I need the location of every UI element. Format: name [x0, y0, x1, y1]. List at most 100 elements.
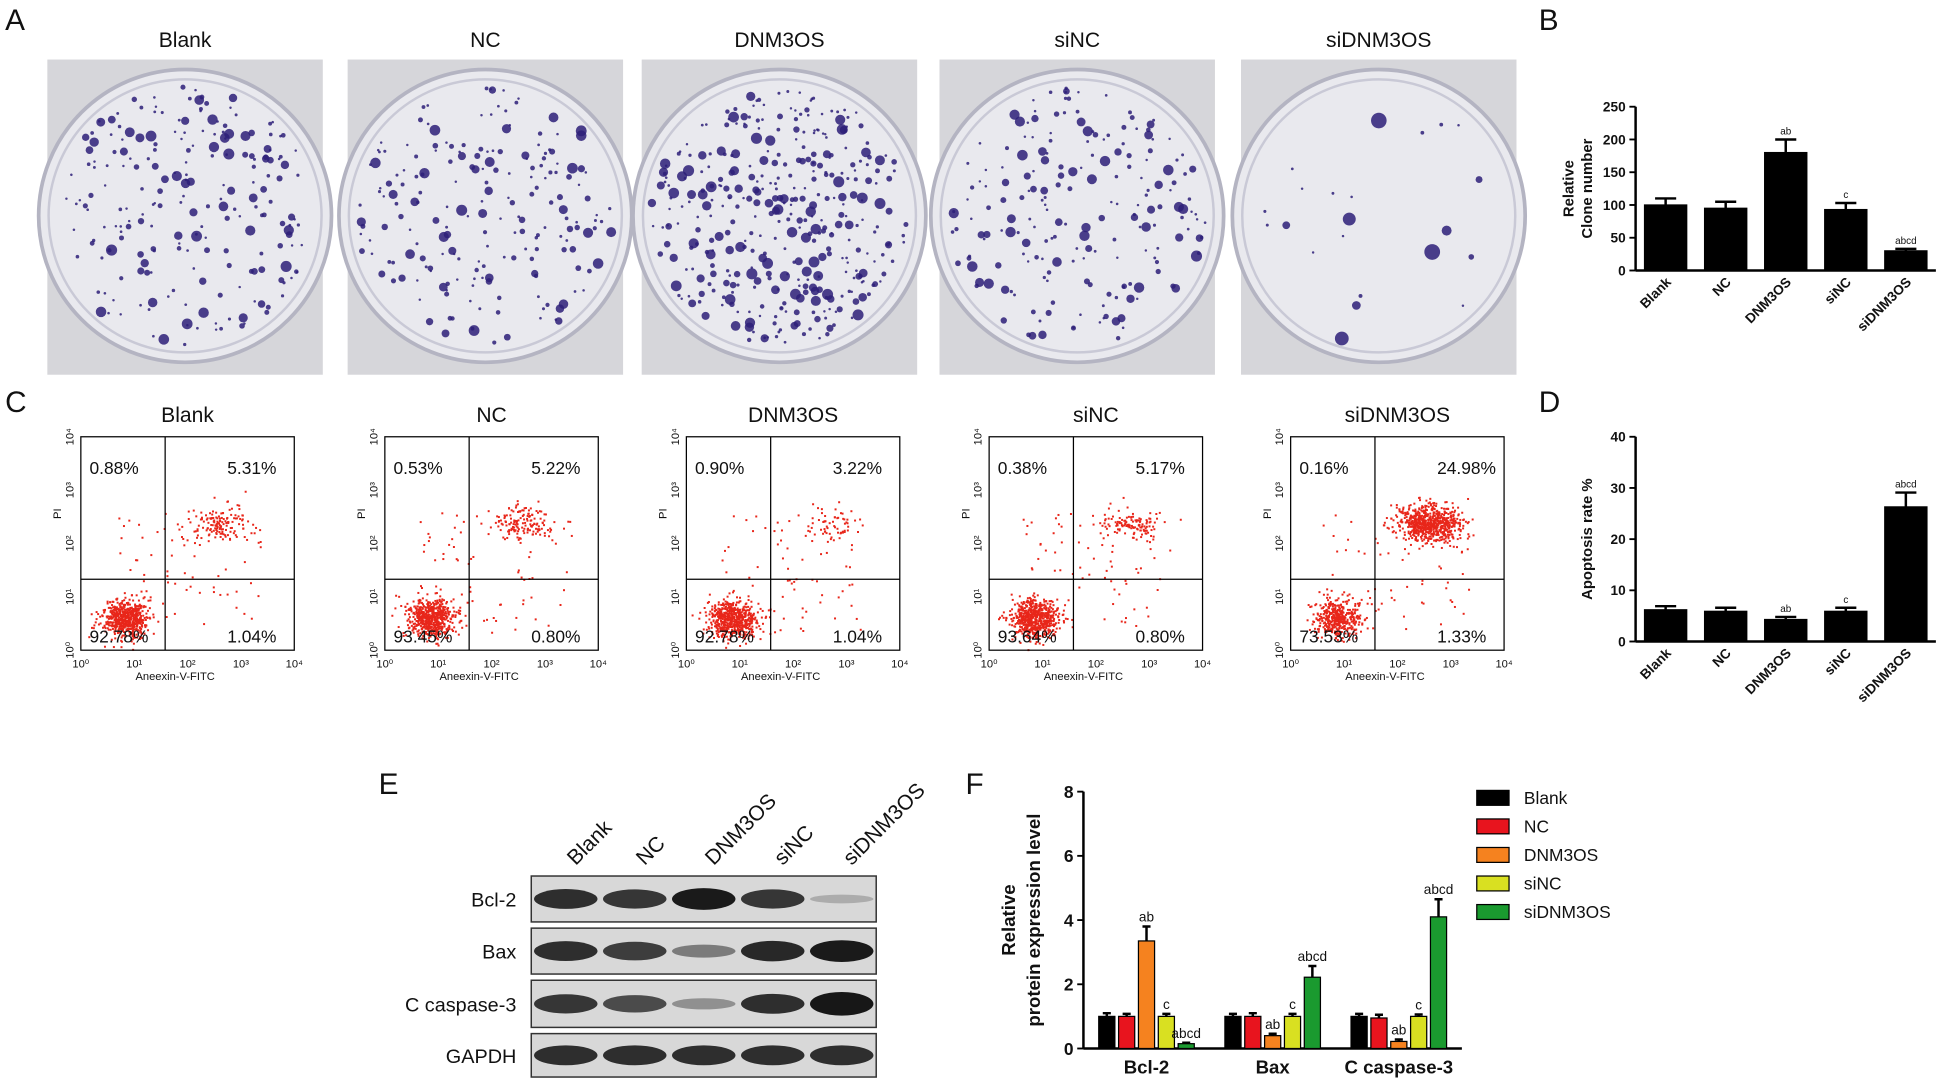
- event-dot: [724, 629, 727, 632]
- event-dot: [125, 623, 128, 626]
- colony: [822, 225, 828, 231]
- event-dot: [140, 631, 143, 634]
- event-dot: [1420, 509, 1423, 512]
- colony: [509, 200, 516, 206]
- colony: [1064, 222, 1068, 226]
- event-dot: [226, 593, 229, 596]
- event-dot: [410, 610, 413, 613]
- event-dot: [854, 519, 857, 522]
- colony: [664, 164, 668, 167]
- event-dot: [748, 611, 751, 614]
- event-dot: [1020, 630, 1023, 633]
- colony: [391, 260, 395, 265]
- event-dot: [752, 530, 755, 533]
- event-dot: [773, 530, 776, 533]
- colony: [670, 280, 682, 292]
- event-dot: [118, 616, 121, 619]
- event-dot: [513, 528, 516, 531]
- event-dot: [546, 529, 549, 532]
- event-dot: [451, 621, 454, 624]
- event-dot: [1052, 623, 1055, 626]
- colony: [656, 181, 665, 190]
- event-dot: [1020, 611, 1023, 614]
- event-dot: [503, 538, 506, 541]
- event-dot: [736, 629, 739, 632]
- event-dot: [234, 534, 237, 537]
- colony: [1146, 127, 1151, 133]
- event-dot: [740, 627, 743, 630]
- event-dot: [736, 618, 739, 621]
- event-dot: [807, 525, 810, 528]
- event-dot: [530, 525, 533, 528]
- event-dot: [729, 621, 732, 624]
- event-dot: [106, 620, 109, 623]
- event-dot: [196, 536, 199, 539]
- event-dot: [1045, 623, 1048, 626]
- event-dot: [759, 607, 762, 610]
- event-dot: [422, 605, 425, 608]
- colony: [240, 131, 251, 142]
- event-dot: [94, 621, 97, 624]
- colony: [1046, 279, 1049, 283]
- event-dot: [1307, 604, 1310, 607]
- x-tick-label: 10³: [1141, 659, 1157, 671]
- colony: [874, 182, 878, 185]
- event-dot: [1033, 596, 1036, 599]
- colony: [711, 249, 715, 252]
- event-dot: [120, 607, 123, 610]
- event-dot: [417, 612, 420, 615]
- colony: [1103, 313, 1109, 320]
- event-dot: [710, 621, 713, 624]
- colony: [1009, 289, 1013, 294]
- colony: [280, 132, 286, 138]
- colony: [85, 146, 94, 154]
- event-dot: [1342, 600, 1345, 603]
- event-dot: [510, 521, 513, 524]
- colony: [448, 246, 457, 255]
- colony: [271, 120, 274, 124]
- event-dot: [1410, 531, 1413, 534]
- event-dot: [432, 602, 435, 605]
- colony: [758, 253, 768, 263]
- event-dot: [1137, 571, 1140, 574]
- event-dot: [1036, 626, 1039, 629]
- colony: [1066, 96, 1072, 101]
- event-dot: [193, 530, 196, 533]
- event-dot: [238, 523, 241, 526]
- event-dot: [725, 621, 728, 624]
- event-dot: [1149, 517, 1152, 520]
- event-dot: [1019, 641, 1022, 644]
- event-dot: [737, 616, 740, 619]
- event-dot: [1023, 629, 1026, 632]
- colony: [753, 199, 761, 207]
- y-tick-label: 10²: [670, 535, 682, 551]
- event-dot: [1046, 616, 1048, 619]
- event-dot: [439, 617, 442, 620]
- colony: [790, 321, 799, 330]
- colony: [753, 277, 762, 285]
- event-dot: [1404, 538, 1407, 541]
- event-dot: [122, 607, 125, 610]
- event-dot: [1039, 607, 1042, 610]
- event-dot: [728, 610, 731, 613]
- event-dot: [1339, 618, 1342, 621]
- colony: [122, 164, 125, 168]
- event-dot: [1332, 608, 1335, 611]
- y-axis-label: PI: [52, 508, 64, 519]
- event-dot: [116, 615, 119, 618]
- event-dot: [731, 632, 734, 635]
- event-dot: [99, 622, 102, 625]
- event-dot: [748, 634, 751, 637]
- x-tick-label: 10⁴: [286, 659, 303, 671]
- colony: [661, 226, 665, 229]
- event-dot: [1113, 588, 1116, 591]
- event-dot: [1108, 525, 1111, 528]
- event-dot: [213, 519, 216, 522]
- dish-title: Blank: [159, 29, 212, 52]
- event-dot: [1047, 616, 1050, 619]
- colony: [844, 146, 848, 150]
- event-dot: [761, 609, 764, 612]
- event-dot: [439, 627, 442, 630]
- event-dot: [259, 546, 262, 549]
- colony: [1199, 235, 1204, 240]
